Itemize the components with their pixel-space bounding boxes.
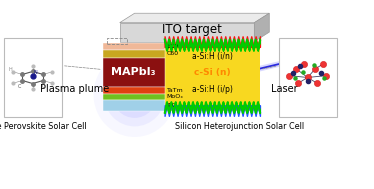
Bar: [103, 87, 165, 94]
Polygon shape: [254, 13, 269, 42]
Ellipse shape: [94, 52, 176, 137]
Text: N: N: [34, 70, 38, 75]
Text: ITO: ITO: [167, 103, 178, 108]
Text: ITO target: ITO target: [162, 23, 221, 36]
Bar: [103, 43, 165, 50]
Text: MAPbI₃: MAPbI₃: [111, 67, 156, 77]
Text: C: C: [42, 84, 46, 89]
Ellipse shape: [120, 80, 149, 109]
Polygon shape: [120, 13, 269, 23]
Polygon shape: [120, 23, 254, 42]
Bar: [4, 38, 62, 117]
Text: MoOₓ: MoOₓ: [167, 94, 184, 99]
Text: TaTm: TaTm: [167, 88, 184, 93]
Bar: [103, 94, 165, 100]
Text: C60: C60: [167, 51, 179, 56]
Text: c-Si (n): c-Si (n): [194, 68, 230, 77]
Text: Halide Perovskite Solar Cell: Halide Perovskite Solar Cell: [0, 122, 87, 131]
Ellipse shape: [112, 71, 157, 118]
Text: Silicon Heterojunction Solar Cell: Silicon Heterojunction Solar Cell: [175, 122, 304, 131]
Ellipse shape: [104, 63, 165, 126]
Bar: [103, 50, 165, 58]
Bar: [107, 38, 127, 44]
Text: C: C: [18, 84, 21, 89]
Text: a-Si:H (i/p): a-Si:H (i/p): [192, 85, 233, 94]
Text: BCP: BCP: [167, 44, 179, 49]
Text: H: H: [8, 67, 12, 72]
Bar: [165, 42, 260, 111]
Text: Plasma plume: Plasma plume: [40, 84, 110, 94]
Text: Laser: Laser: [271, 84, 298, 94]
Bar: [279, 38, 337, 117]
Text: a-Si:H (i/n): a-Si:H (i/n): [192, 52, 233, 61]
Bar: [103, 58, 165, 87]
Bar: [103, 100, 165, 111]
